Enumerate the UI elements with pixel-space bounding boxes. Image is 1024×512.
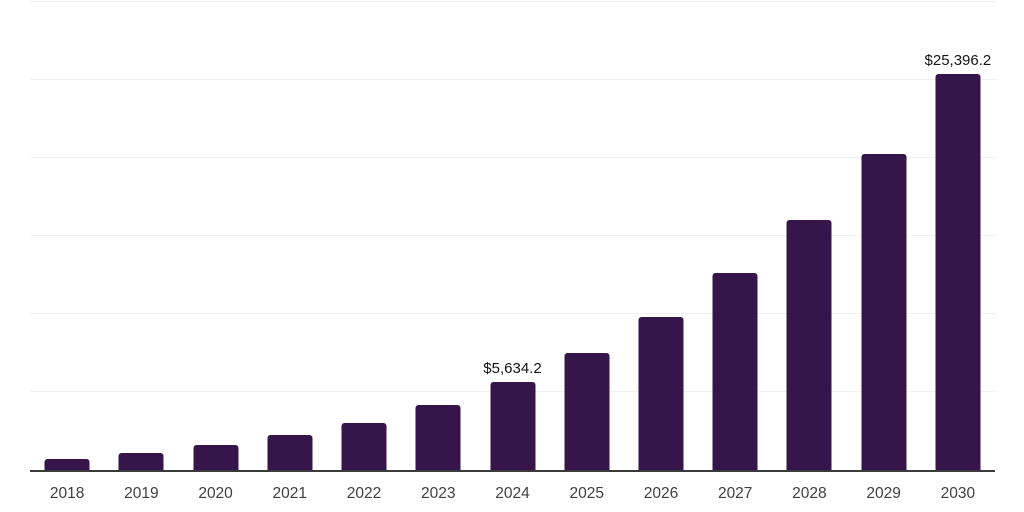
x-tick-label-2026: 2026 xyxy=(643,485,679,502)
gridline-30000 xyxy=(30,1,995,2)
bar-2023 xyxy=(415,405,461,470)
x-tick-label-2020: 2020 xyxy=(198,485,233,502)
bar-2028 xyxy=(786,220,832,470)
x-tick-label-2028: 2028 xyxy=(792,485,827,502)
bar-2030: $25,396.2 xyxy=(925,52,991,470)
data-label-2024: $5,634.2 xyxy=(483,360,542,378)
x-tick-label-2029: 2029 xyxy=(866,485,901,502)
bar-2018 xyxy=(44,459,90,470)
x-tick-label-2021: 2021 xyxy=(272,485,308,502)
x-tick-label-2025: 2025 xyxy=(569,485,604,502)
x-tick-label-2030: 2030 xyxy=(940,485,976,502)
bar-2029 xyxy=(861,153,907,470)
x-tick-label-2023: 2023 xyxy=(421,485,456,502)
bar-2019 xyxy=(118,453,164,470)
bar-2020 xyxy=(193,445,239,470)
x-tick-label-2022: 2022 xyxy=(346,485,382,502)
gridline-15000 xyxy=(30,235,995,236)
bar-2021 xyxy=(267,435,313,470)
x-axis-labels: 2018 2019 2020 2021 2022 2023 2024 2025 2026 2027… xyxy=(30,484,995,508)
plot-area: $5,634.2 $25,396.2 xyxy=(30,1,995,472)
gridline-25000 xyxy=(30,79,995,80)
bar-2026 xyxy=(638,316,684,470)
bar-2022 xyxy=(341,422,387,470)
x-tick-label-2018: 2018 xyxy=(49,485,85,502)
gridline-10000 xyxy=(30,313,995,315)
bar-2025 xyxy=(564,353,610,470)
gridline-20000 xyxy=(30,157,995,159)
x-tick-label-2019: 2019 xyxy=(124,485,159,502)
bar-2024: $5,634.2 xyxy=(483,360,542,470)
x-tick-label-2027: 2027 xyxy=(717,485,753,502)
bar-2027 xyxy=(712,272,758,470)
x-tick-label-2024: 2024 xyxy=(495,485,530,502)
data-label-2030: $25,396.2 xyxy=(924,51,992,69)
